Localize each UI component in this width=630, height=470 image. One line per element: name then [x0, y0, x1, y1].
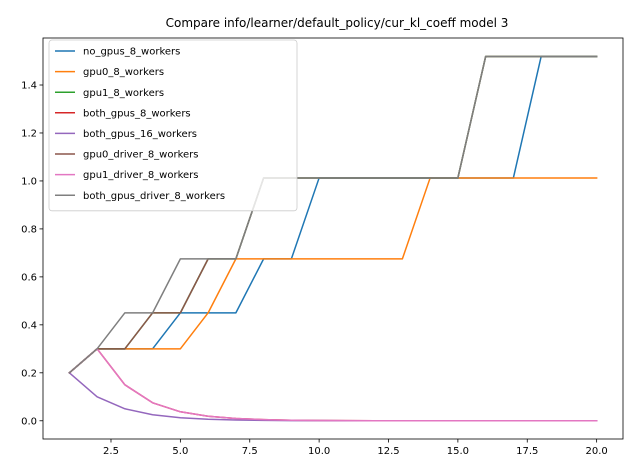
y-tick-label: 1.4 [21, 81, 37, 92]
legend-box [48, 39, 298, 212]
y-tick-label: 1.2 [21, 128, 37, 139]
y-tick-label: 1.0 [21, 176, 37, 187]
legend-label-gpu1_driver_8_workers: gpu1_driver_8_workers [83, 170, 199, 181]
y-tick-label: 0.4 [21, 320, 37, 331]
legend-label-both_gpus_16_workers: both_gpus_16_workers [83, 129, 197, 140]
y-tick-label: 0.2 [21, 368, 37, 379]
axes-layer: 2.5 5.0 7.5 10.0 12.5 15.0 17.5 20.0 0.0 0.2 0.4 0.… [21, 37, 624, 457]
y-tick-label: 0.0 [21, 416, 37, 427]
legend-label-gpu1_8_workers: gpu1_8_workers [83, 88, 164, 99]
series-line-gpu0_8_workers [68, 177, 598, 374]
legend-label-gpu0_8_workers: gpu0_8_workers [83, 67, 164, 78]
series-line-both_gpus_driver_8_workers [68, 55, 598, 374]
x-tick-label: 12.5 [377, 446, 399, 457]
x-tick-label: 7.5 [242, 446, 258, 457]
series-line-gpu1_driver_8_workers [68, 348, 598, 422]
legend-label-gpu0_driver_8_workers: gpu0_driver_8_workers [83, 150, 199, 161]
legend: no_gpus_8_workers gpu0_8_workers gpu1_8_wo… [48, 39, 298, 212]
chart-title: Compare info/learner/default_policy/cur_… [166, 16, 509, 30]
y-tick-label: 0.8 [21, 224, 37, 235]
legend-label-no_gpus_8_workers: no_gpus_8_workers [83, 47, 180, 58]
x-tick-label: 5.0 [172, 446, 188, 457]
series-layer [68, 55, 598, 422]
x-tick-label: 17.5 [516, 446, 538, 457]
x-tick-label: 20.0 [586, 446, 608, 457]
x-tick-label: 2.5 [103, 446, 119, 457]
legend-label-both_gpus_driver_8_workers: both_gpus_driver_8_workers [83, 191, 225, 202]
axes-frame [42, 37, 624, 440]
y-tick-label: 0.6 [21, 272, 37, 283]
x-tick-label: 10.0 [308, 446, 330, 457]
legend-label-both_gpus_8_workers: both_gpus_8_workers [83, 108, 191, 119]
x-tick-label: 15.0 [447, 446, 469, 457]
